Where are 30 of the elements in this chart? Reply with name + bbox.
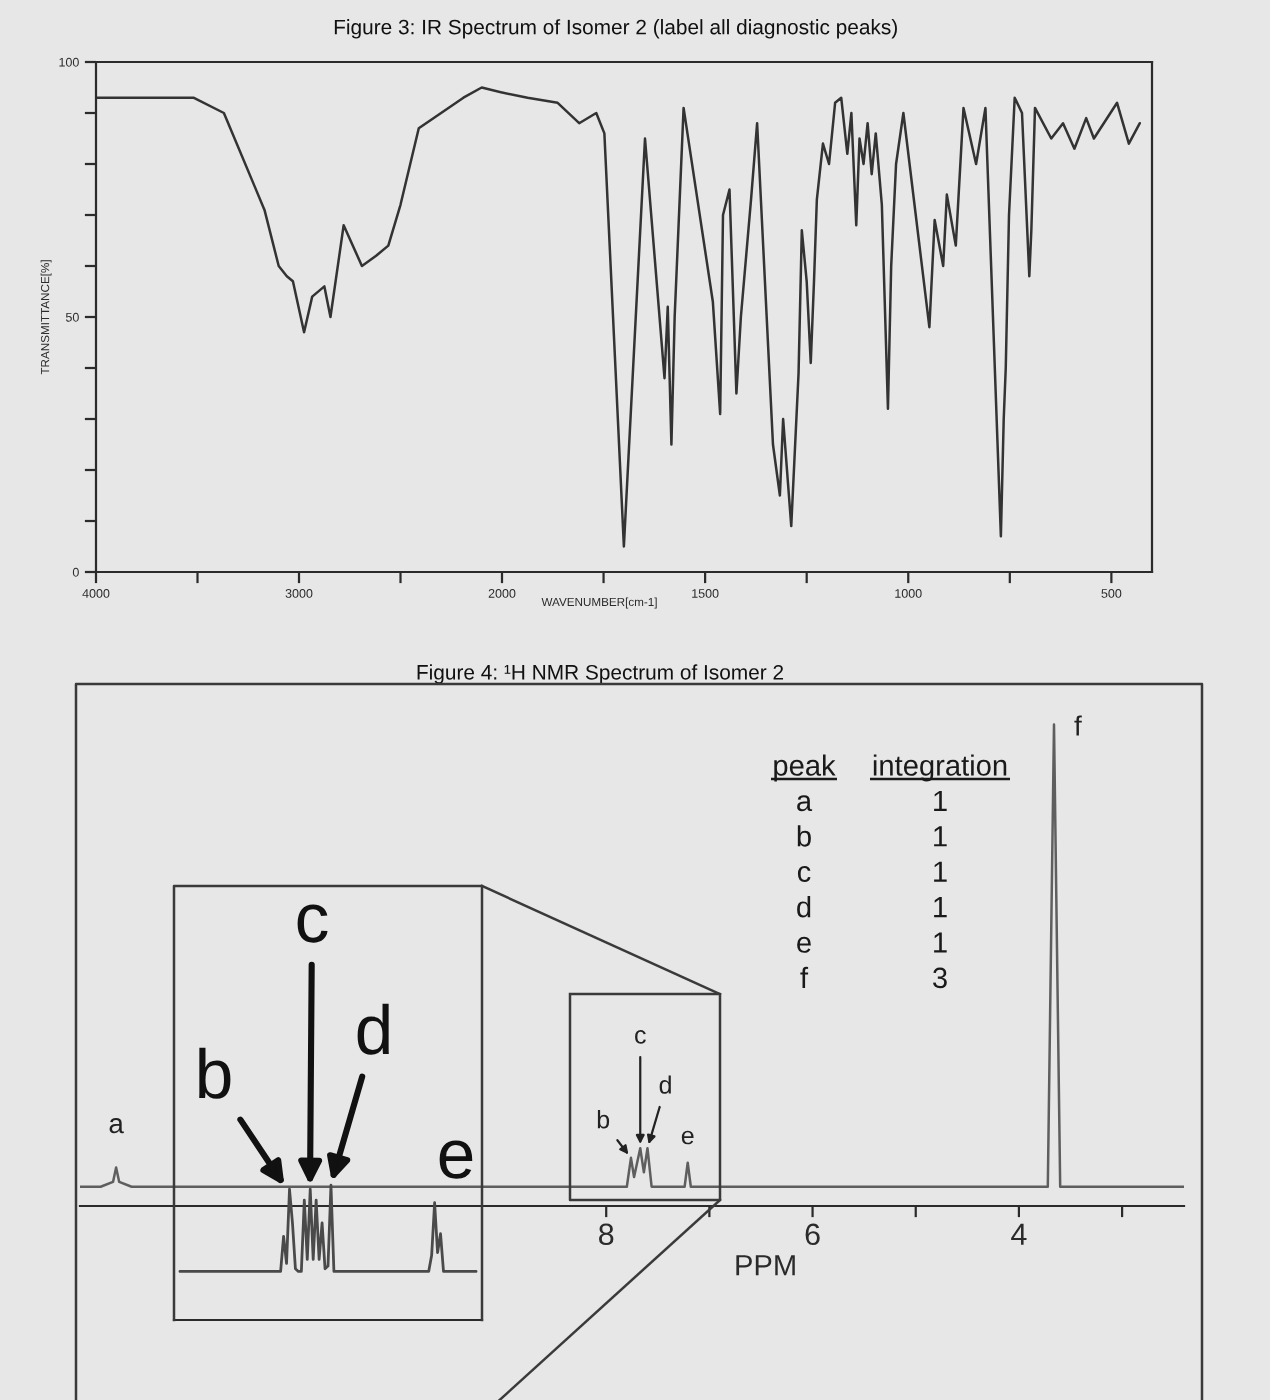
annotation: 1 xyxy=(934,897,947,918)
annotation: e xyxy=(681,1130,694,1145)
annotation: integration xyxy=(873,754,1007,782)
annotation: c xyxy=(297,904,328,943)
text: Figure 3: IR Spectrum of Isomer 2 (label all diagnostic peaks) xyxy=(334,19,897,39)
annotation: 1 xyxy=(934,861,947,882)
annotation: b xyxy=(797,825,811,847)
chart-title: Figure 4: ¹H NMR Spectrum of Isomer 2 xyxy=(417,664,784,684)
x-axis-title: PPM xyxy=(736,1255,795,1276)
annotation: f xyxy=(1074,715,1082,736)
x-tick-label: 6 xyxy=(805,1223,820,1246)
annotation: a xyxy=(797,795,813,812)
annotation: 1 xyxy=(934,826,947,847)
annotation: d xyxy=(659,1075,671,1094)
x-tick-label: 8 xyxy=(599,1223,614,1246)
annotation: c xyxy=(635,1030,646,1044)
annotation: 3 xyxy=(933,967,947,989)
annotation: c xyxy=(797,866,811,883)
x-tick-label: 4 xyxy=(1011,1223,1027,1245)
annotation: a xyxy=(109,1118,124,1134)
annotation: f xyxy=(800,966,809,988)
annotation: b xyxy=(199,1047,231,1099)
annotation: b xyxy=(597,1110,610,1129)
annotation: e xyxy=(797,936,811,953)
annotation: d xyxy=(797,896,811,918)
annotation: 1 xyxy=(934,790,947,811)
annotation: e xyxy=(439,1140,473,1179)
annotation: peak xyxy=(774,754,836,782)
annotation: d xyxy=(357,1003,389,1055)
annotation: 1 xyxy=(934,932,947,953)
